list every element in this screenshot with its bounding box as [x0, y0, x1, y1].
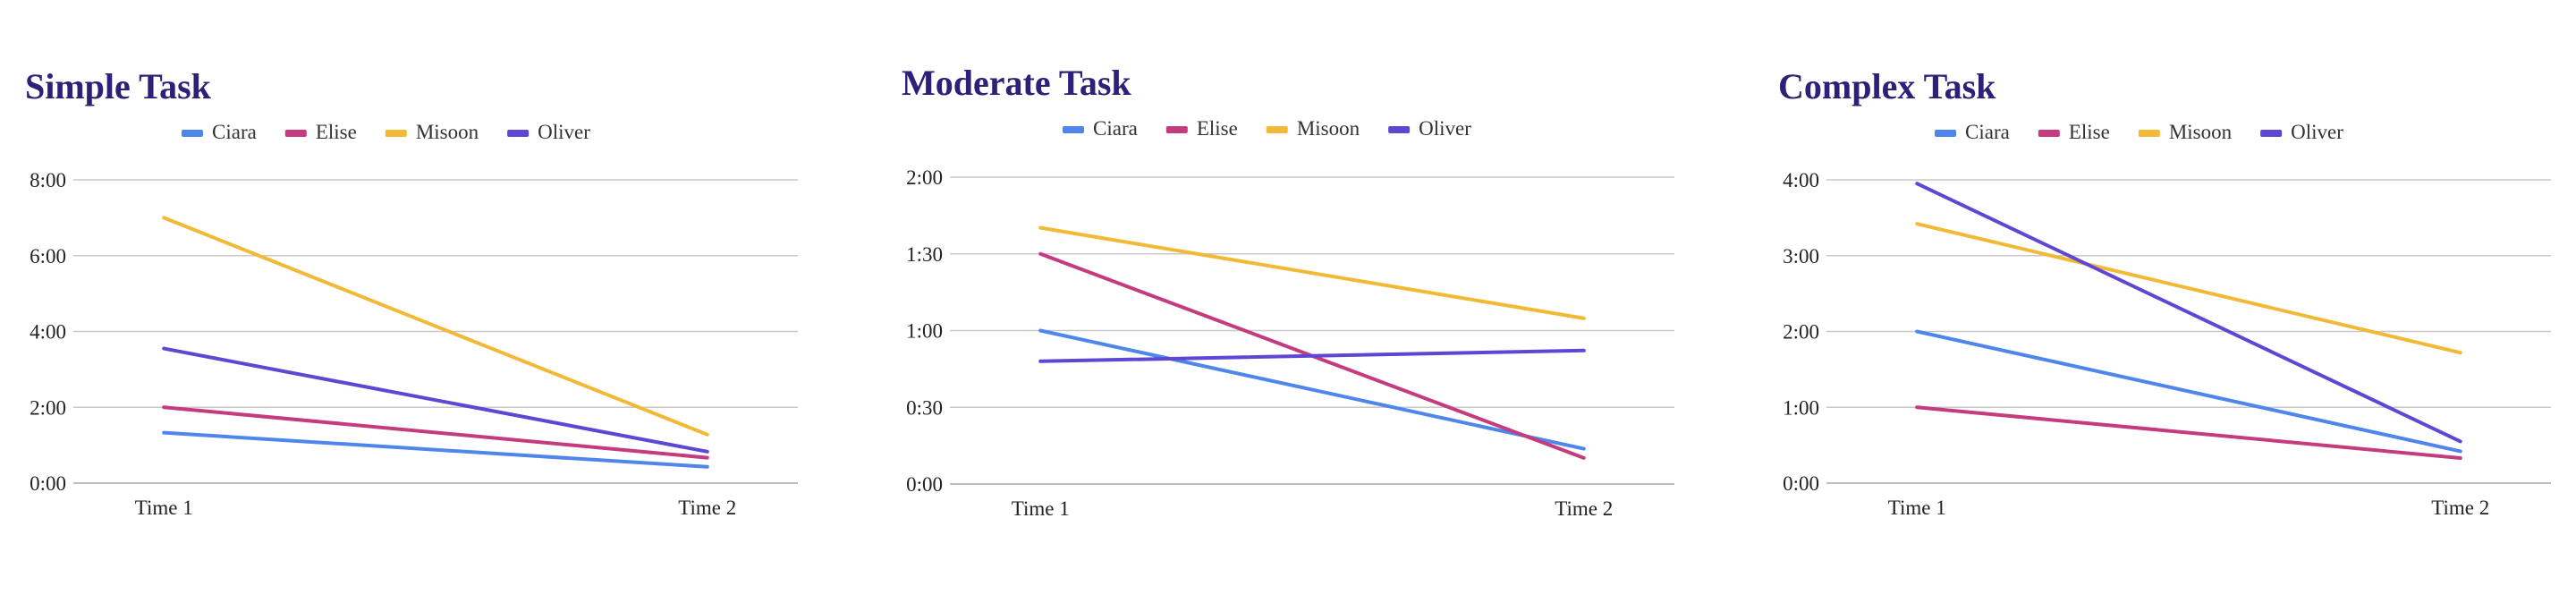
y-tick-label: 2:00 — [906, 166, 943, 189]
y-tick-label: 0:00 — [906, 473, 943, 496]
legend-item-misoon[interactable]: Misoon — [2138, 121, 2233, 143]
x-tick-label: Time 1 — [135, 497, 193, 519]
y-tick-label: 6:00 — [30, 245, 66, 268]
series-line-ciara[interactable] — [1915, 329, 2462, 454]
legend-label: Oliver — [1419, 117, 1471, 140]
y-tick-label: 0:00 — [30, 472, 66, 495]
legend-label: Oliver — [538, 121, 590, 143]
series-line-misoon[interactable] — [1915, 222, 2462, 355]
legend-label: Misoon — [416, 121, 479, 143]
series-line-oliver[interactable] — [1915, 182, 2462, 444]
legend-swatch — [1388, 126, 1411, 133]
legend-label: Ciara — [212, 121, 257, 143]
y-tick-label: 1:00 — [906, 320, 943, 343]
legend-label: Ciara — [1965, 121, 2010, 143]
legend-label: Elise — [2069, 121, 2110, 143]
legend-swatch — [507, 130, 530, 137]
legend-swatch — [2260, 130, 2283, 137]
legend-item-elise[interactable]: Elise — [1165, 117, 1238, 140]
legend-swatch — [1266, 126, 1288, 133]
series-line-misoon[interactable] — [1038, 225, 1586, 320]
y-tick-label: 0:30 — [906, 396, 943, 419]
legend-item-oliver[interactable]: Oliver — [2260, 121, 2343, 143]
legend-label: Misoon — [1297, 117, 1360, 140]
legend-item-elise[interactable]: Elise — [2038, 121, 2110, 143]
legend-label: Elise — [316, 121, 357, 143]
y-tick-label: 2:00 — [30, 396, 66, 419]
legend-swatch — [1935, 130, 1956, 137]
series-line-elise[interactable] — [1915, 405, 2462, 461]
chart-title: Simple Task — [25, 66, 212, 106]
legend-swatch — [1165, 126, 1188, 133]
series-line-ciara[interactable] — [1038, 328, 1586, 451]
y-tick-label: 3:00 — [1783, 245, 1819, 268]
legend-swatch — [284, 130, 307, 137]
legend-swatch — [182, 130, 203, 137]
legend-swatch — [1063, 126, 1084, 133]
chart-title: Complex Task — [1778, 66, 1996, 106]
y-tick-label: 8:00 — [30, 169, 66, 191]
legend-item-misoon[interactable]: Misoon — [1266, 117, 1360, 140]
chart-panel-simple: Simple Task 0:00 2:00 4:00 6:00 8:00 Time 1 … — [0, 0, 859, 603]
legend-item-misoon[interactable]: Misoon — [385, 121, 479, 143]
series-line-oliver[interactable] — [162, 346, 709, 454]
chart-svg: Simple Task 0:002:004:006:008:00 Time 1 … — [25, 66, 798, 519]
legend-item-ciara[interactable]: Ciara — [1935, 121, 2010, 143]
legend-swatch — [2038, 130, 2060, 137]
legend-swatch — [2138, 130, 2160, 137]
legend-item-oliver[interactable]: Oliver — [507, 121, 590, 143]
y-tick-label: 4:00 — [1783, 169, 1819, 191]
legend-label: Elise — [1197, 117, 1238, 140]
chart-svg: Moderate Task 0:00 0:30 1:00 1:30 2:00 Time … — [902, 63, 1674, 520]
chart-panel-moderate: Moderate Task 0:00 0:30 1:00 1:30 2:00 Time … — [877, 0, 1735, 603]
y-tick-label: 1:00 — [1783, 396, 1819, 419]
x-tick-label: Time 2 — [2431, 497, 2489, 519]
chart-title: Moderate Task — [902, 63, 1131, 103]
x-tick-label: Time 2 — [1555, 497, 1613, 520]
y-tick-label: 2:00 — [1783, 321, 1819, 344]
legend-swatch — [385, 130, 407, 137]
legend-item-ciara[interactable]: Ciara — [1063, 117, 1138, 140]
y-tick-label: 4:00 — [30, 321, 66, 344]
series-line-elise[interactable] — [162, 405, 709, 460]
chart-panel-complex: Complex Task 0:00 1:00 2:00 3:00 4:00 Time 1… — [1753, 0, 2576, 603]
x-tick-label: Time 1 — [1888, 497, 1946, 519]
legend-item-oliver[interactable]: Oliver — [1388, 117, 1471, 140]
legend-label: Misoon — [2169, 121, 2233, 143]
legend-item-elise[interactable]: Elise — [284, 121, 357, 143]
legend-item-ciara[interactable]: Ciara — [182, 121, 257, 143]
series-line-misoon[interactable] — [162, 216, 709, 437]
x-tick-label: Time 2 — [678, 497, 736, 519]
series-line-oliver[interactable] — [1038, 348, 1586, 363]
x-tick-label: Time 1 — [1012, 497, 1070, 520]
y-tick-label: 1:30 — [906, 243, 943, 266]
chart-svg: Complex Task 0:00 1:00 2:00 3:00 4:00 Time 1… — [1778, 66, 2551, 519]
y-tick-label: 0:00 — [1783, 472, 1819, 495]
legend-label: Oliver — [2291, 121, 2343, 143]
legend-label: Ciara — [1093, 117, 1138, 140]
series-line-ciara[interactable] — [162, 430, 709, 469]
